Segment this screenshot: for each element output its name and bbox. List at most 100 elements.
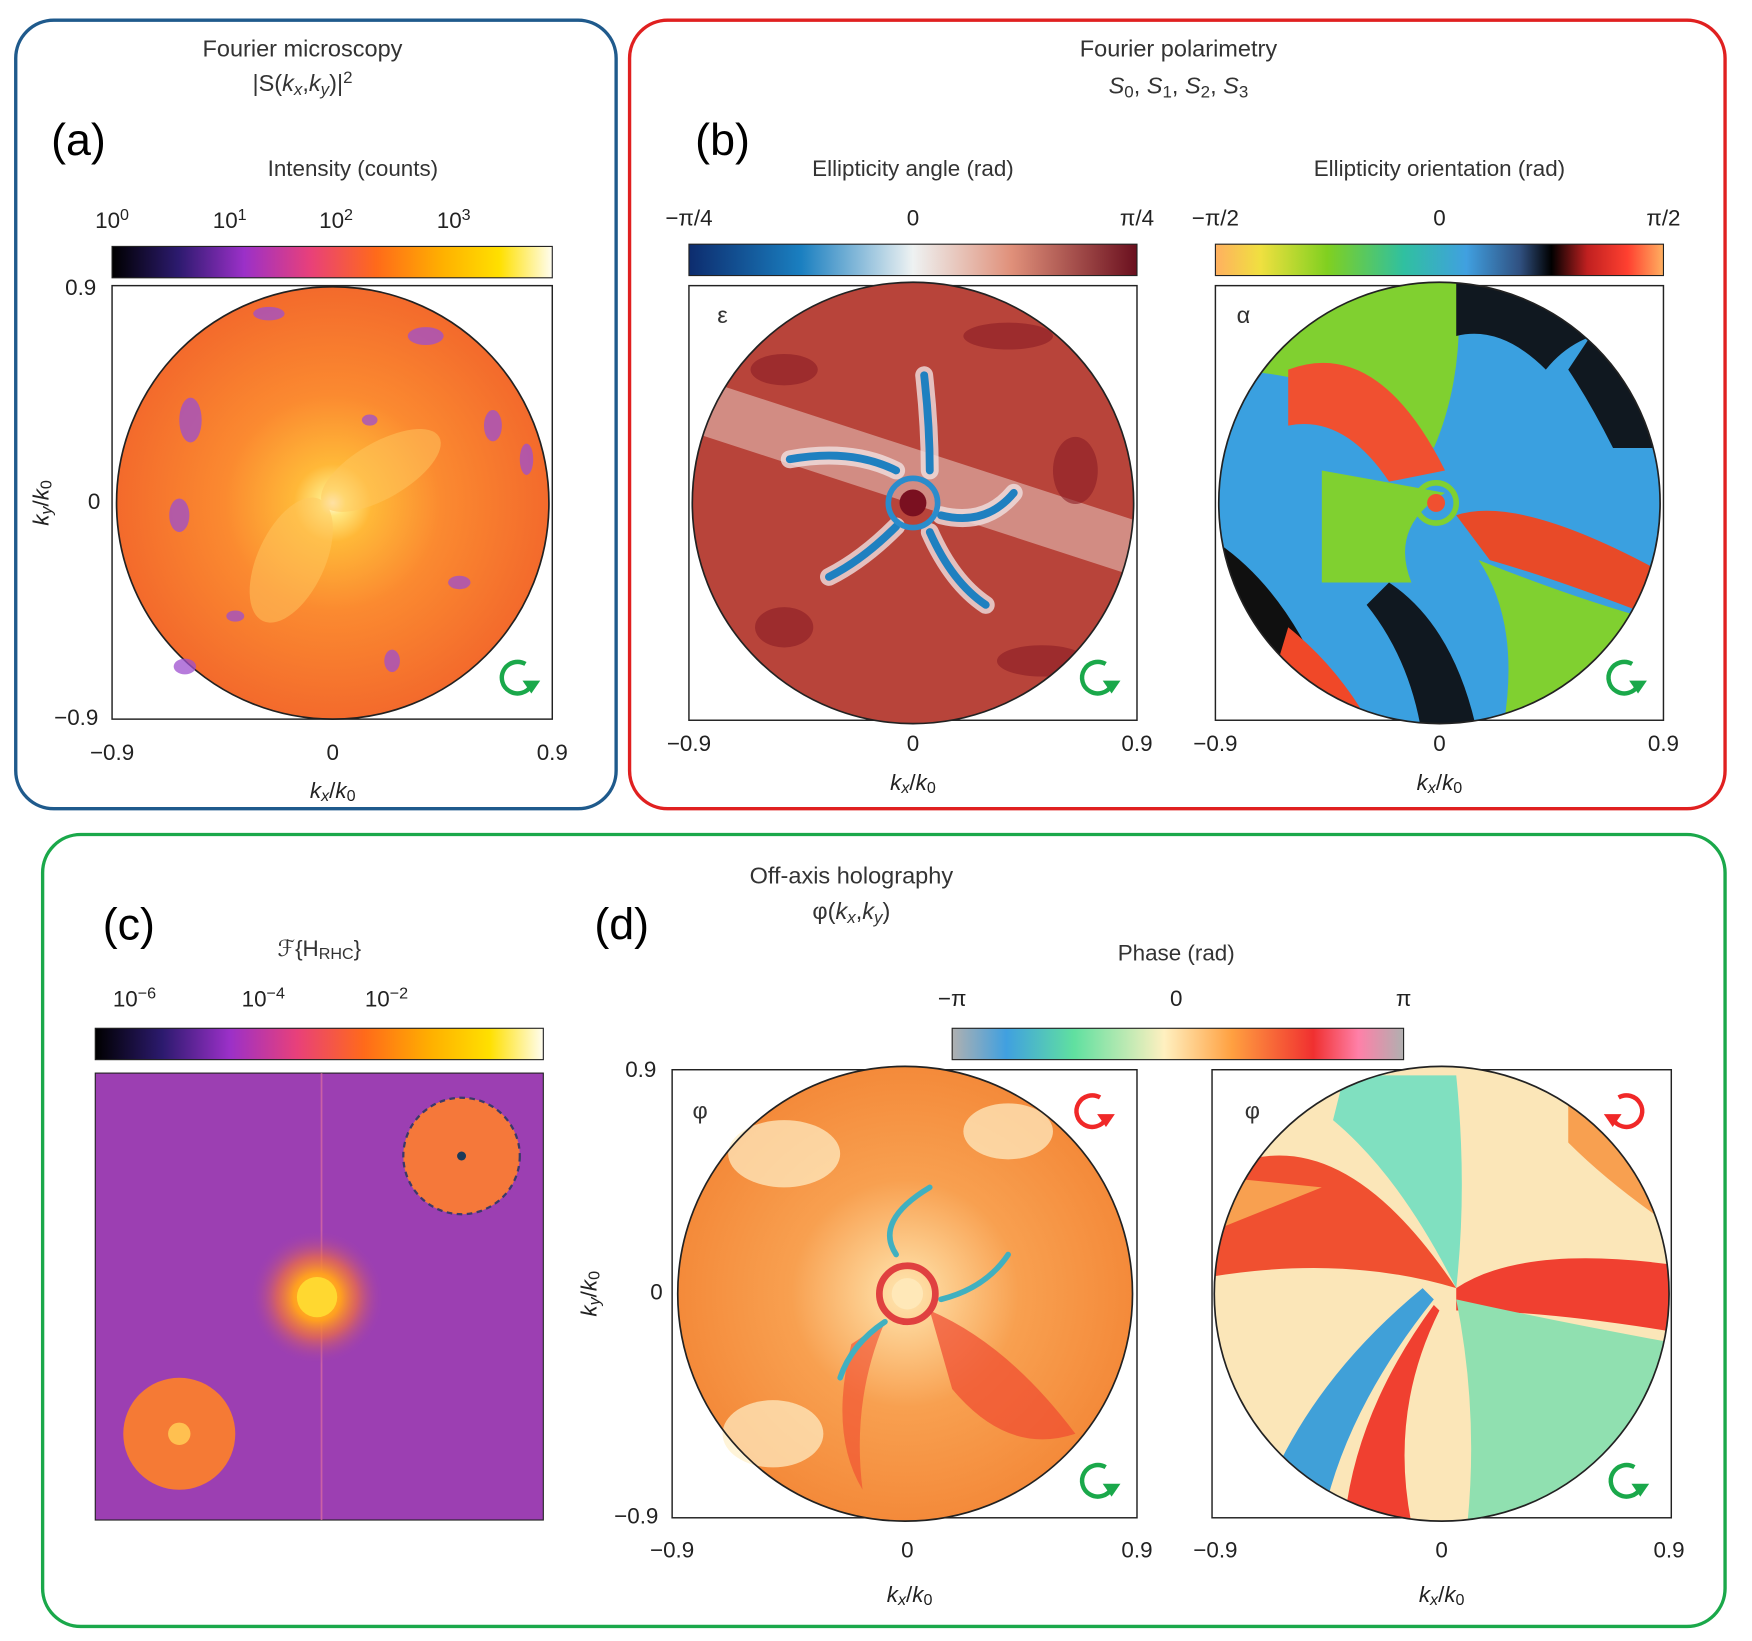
subscript: 0 bbox=[923, 1591, 932, 1609]
text-run: ℱ bbox=[277, 936, 295, 961]
colorbar-tick: 100 bbox=[95, 206, 129, 233]
x-tick-label: 0 bbox=[327, 740, 339, 765]
italic-run: S bbox=[1185, 73, 1201, 99]
hologram-spectrum bbox=[94, 1072, 544, 1521]
subscript: 3 bbox=[1239, 82, 1248, 101]
rotation-arrow bbox=[1082, 1465, 1120, 1497]
text-run: 10 bbox=[319, 208, 344, 233]
colorbar-tick: π/4 bbox=[1120, 205, 1154, 230]
x-tick-label: 0 bbox=[907, 731, 919, 756]
x-tick-label: −0.9 bbox=[1193, 1537, 1237, 1562]
phase-map bbox=[676, 1065, 1134, 1522]
subscript: 0 bbox=[585, 1271, 603, 1280]
text-run: 10 bbox=[113, 986, 138, 1011]
x-axis-label: kx/k0 bbox=[890, 770, 936, 797]
text-run: 10 bbox=[242, 986, 267, 1011]
rotation-arrow bbox=[1611, 1465, 1649, 1497]
subscript: 0 bbox=[347, 787, 356, 805]
x-tick-label: −0.9 bbox=[650, 1537, 694, 1562]
colorbar-tick: π/2 bbox=[1646, 205, 1680, 230]
colorbar-tick: 103 bbox=[437, 206, 471, 233]
title: Off-axis holography bbox=[750, 862, 954, 888]
map-symbol: α bbox=[1237, 302, 1251, 328]
subscript: RHC bbox=[319, 945, 354, 963]
x-tick-label: 0 bbox=[1433, 731, 1445, 756]
italic-run: S bbox=[1109, 73, 1125, 99]
text-run: 10 bbox=[213, 208, 238, 233]
x-tick-label: −0.9 bbox=[667, 731, 711, 756]
text-run: / bbox=[1436, 770, 1443, 795]
rotation-arrow bbox=[1076, 1095, 1114, 1127]
superscript: 2 bbox=[344, 206, 353, 224]
intensity-map bbox=[115, 285, 550, 720]
x-tick-label: 0.9 bbox=[537, 740, 568, 765]
colorbar-tick: −π/4 bbox=[665, 205, 712, 230]
y-tick-label: 0 bbox=[650, 1280, 662, 1305]
text-run: / bbox=[329, 778, 336, 803]
subscript: x bbox=[1427, 779, 1437, 797]
subscript: y bbox=[320, 80, 331, 99]
panel-label: (c) bbox=[103, 899, 155, 949]
colorbar bbox=[1214, 243, 1665, 277]
subscript: 0 bbox=[1124, 82, 1133, 101]
colorbar-title: Intensity (counts) bbox=[268, 156, 439, 181]
text-run: , bbox=[856, 898, 863, 924]
colorbar-tick: 0 bbox=[1170, 986, 1182, 1011]
text-run: } bbox=[354, 936, 362, 961]
colorbar-title: Ellipticity angle (rad) bbox=[812, 156, 1014, 181]
superscript: −4 bbox=[267, 984, 285, 1002]
text-run: / bbox=[576, 1290, 601, 1297]
y-tick-label: 0.9 bbox=[625, 1057, 656, 1082]
panel-box bbox=[14, 18, 618, 811]
phase-map bbox=[1213, 1065, 1670, 1522]
subscript: y bbox=[585, 1296, 603, 1306]
text-run: 10 bbox=[365, 986, 390, 1011]
italic-run: k bbox=[29, 487, 54, 500]
subscript: 0 bbox=[1453, 779, 1462, 797]
colorbar-title: Phase (rad) bbox=[1118, 940, 1235, 965]
text-run: / bbox=[29, 500, 54, 507]
colorbar bbox=[951, 1027, 1405, 1061]
italic-run: k bbox=[576, 1304, 601, 1317]
y-tick-label: 0 bbox=[88, 489, 100, 514]
italic-run: k bbox=[862, 898, 875, 924]
colorbar-tick: 0 bbox=[1433, 205, 1445, 230]
italic-run: k bbox=[890, 770, 903, 795]
italic-run: k bbox=[1442, 770, 1455, 795]
superscript: −6 bbox=[138, 984, 156, 1002]
italic-run: k bbox=[1444, 1582, 1457, 1607]
italic-run: k bbox=[887, 1582, 900, 1607]
subscript: 0 bbox=[1456, 1591, 1465, 1609]
colorbar-title: ℱ{HRHC} bbox=[277, 936, 361, 963]
x-tick-label: 0 bbox=[1435, 1537, 1447, 1562]
colorbar-tick: 102 bbox=[319, 206, 353, 233]
colorbar-tick: 10−4 bbox=[242, 984, 285, 1011]
text-run: / bbox=[1438, 1582, 1445, 1607]
colorbar-title: Ellipticity orientation (rad) bbox=[1314, 156, 1565, 181]
map-symbol: φ bbox=[1245, 1098, 1260, 1124]
panel-label: (d) bbox=[594, 899, 649, 949]
x-tick-label: 0.9 bbox=[1121, 1537, 1152, 1562]
y-axis-label: ky/k0 bbox=[576, 1271, 603, 1317]
x-tick-label: 0 bbox=[901, 1537, 913, 1562]
italic-run: k bbox=[309, 70, 322, 96]
map-symbol: ε bbox=[717, 302, 728, 328]
italic-run: k bbox=[576, 1278, 601, 1291]
italic-run: k bbox=[835, 898, 848, 924]
text-run: , bbox=[1172, 73, 1185, 99]
ellipticity-map bbox=[691, 281, 1135, 725]
y-tick-label: 0.9 bbox=[65, 275, 96, 300]
italic-run: k bbox=[282, 70, 295, 96]
italic-run: k bbox=[335, 778, 348, 803]
x-tick-label: −0.9 bbox=[90, 740, 134, 765]
panel-label: (b) bbox=[695, 115, 750, 165]
subscript: x bbox=[1429, 1591, 1439, 1609]
italic-run: k bbox=[1419, 1582, 1432, 1607]
subscript: x bbox=[900, 779, 910, 797]
x-tick-label: 0.9 bbox=[1121, 731, 1152, 756]
x-axis-label: kx/k0 bbox=[887, 1582, 933, 1609]
colorbar bbox=[94, 1027, 544, 1061]
italic-run: k bbox=[29, 513, 54, 526]
text-run: φ( bbox=[812, 898, 835, 924]
